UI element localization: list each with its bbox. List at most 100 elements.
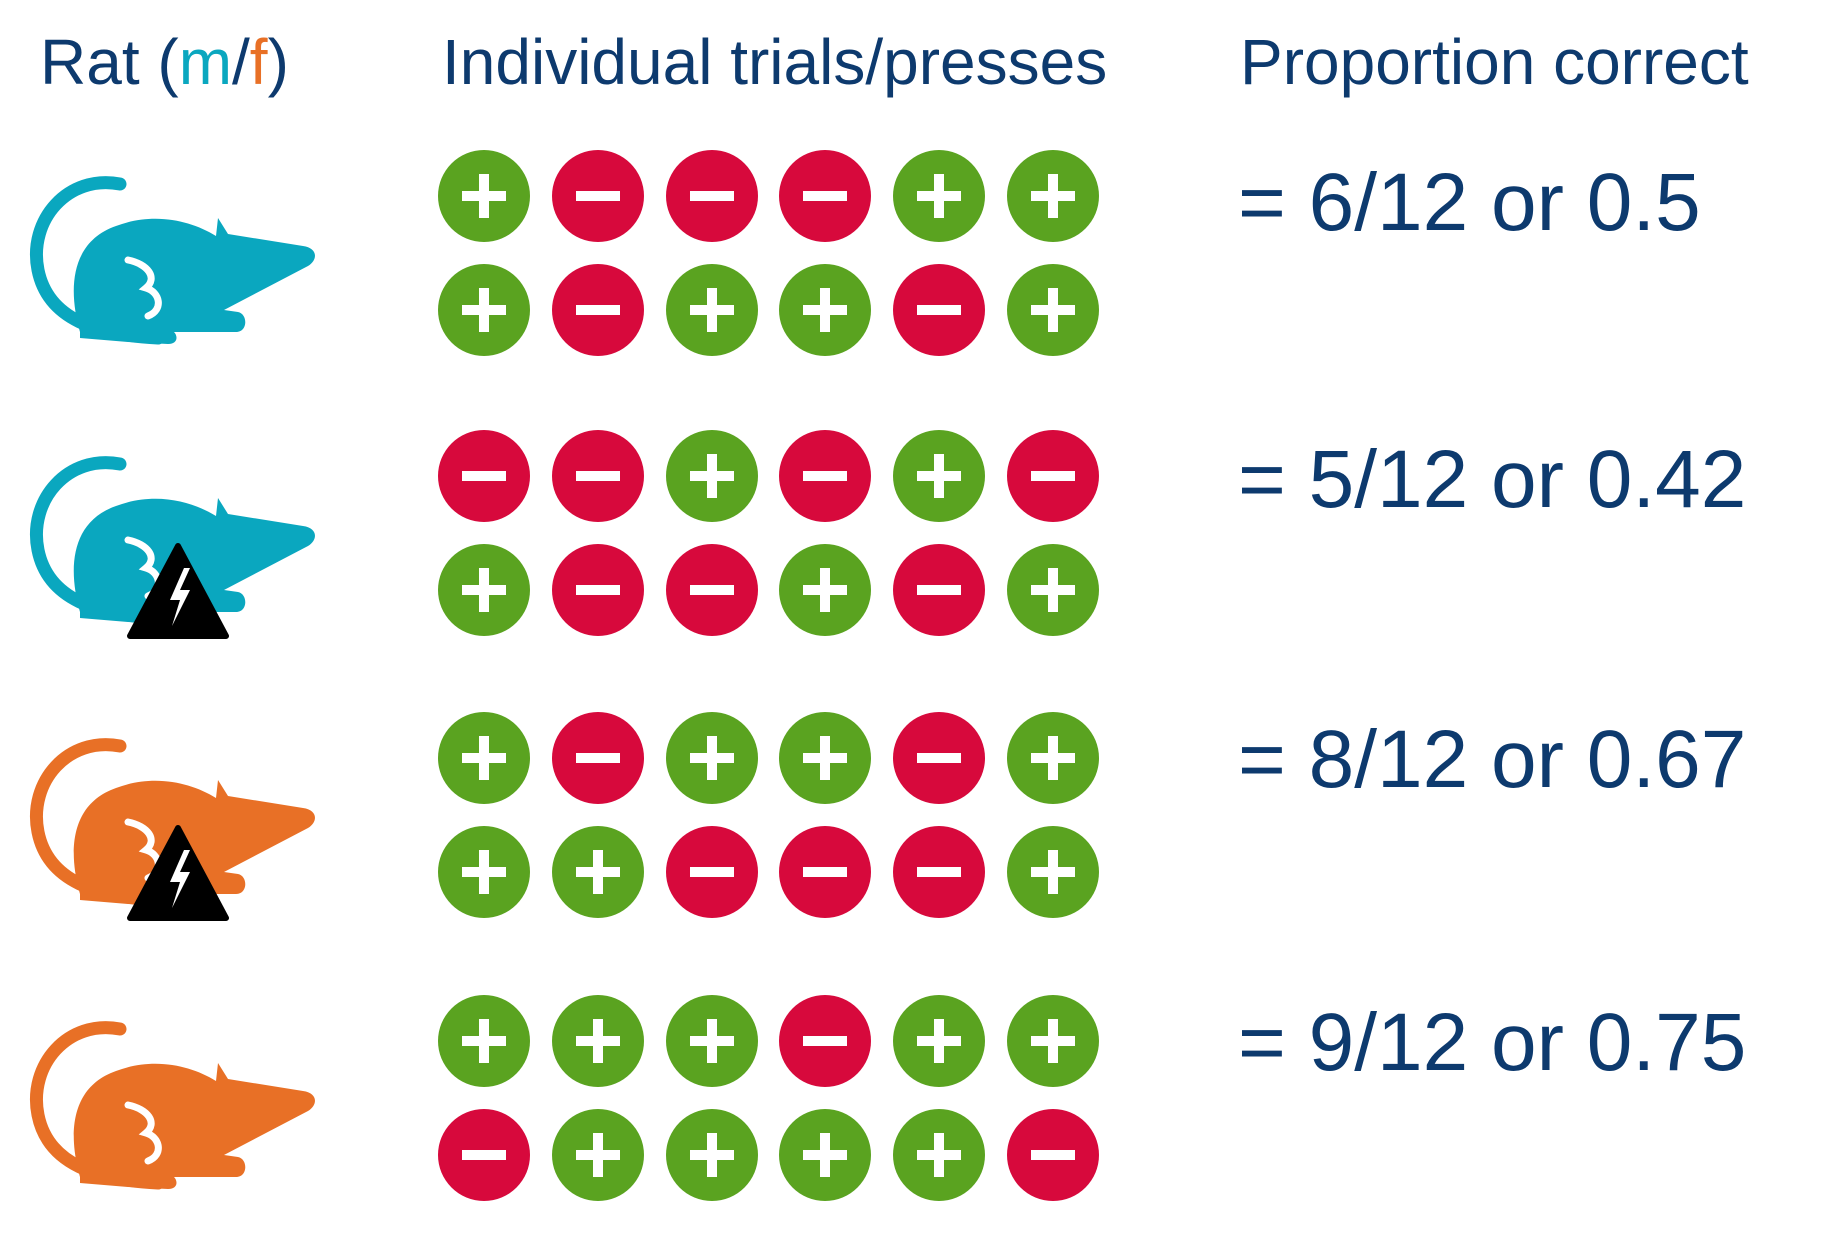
plus-icon [803, 1133, 847, 1177]
correct-trial [893, 1109, 985, 1201]
incorrect-trial [893, 712, 985, 804]
incorrect-trial [552, 150, 644, 242]
plus-icon [690, 1133, 734, 1177]
minus-icon [917, 753, 961, 763]
rat-silhouette-icon [30, 456, 315, 625]
plus-icon [917, 1133, 961, 1177]
plus-icon [1031, 1019, 1075, 1063]
incorrect-trial [779, 430, 871, 522]
trial-grid [438, 430, 1118, 680]
rat-header-prefix: Rat ( [40, 26, 179, 98]
plus-icon [462, 174, 506, 218]
trial-grid [438, 995, 1118, 1245]
correct-trial [438, 264, 530, 356]
minus-icon [1031, 1150, 1075, 1160]
correct-trial [779, 712, 871, 804]
rat-silhouette-icon [30, 738, 315, 907]
correct-trial [779, 1109, 871, 1201]
incorrect-trial [552, 544, 644, 636]
plus-icon [576, 850, 620, 894]
plus-icon [803, 736, 847, 780]
minus-icon [462, 1150, 506, 1160]
incorrect-trial [779, 150, 871, 242]
plus-icon [917, 174, 961, 218]
incorrect-trial [1007, 1109, 1099, 1201]
incorrect-trial [893, 264, 985, 356]
minus-icon [576, 191, 620, 201]
plus-icon [1031, 174, 1075, 218]
minus-icon [803, 191, 847, 201]
plus-icon [917, 1019, 961, 1063]
minus-icon [690, 867, 734, 877]
rat-silhouette-icon [30, 176, 315, 345]
plus-icon [803, 288, 847, 332]
female-label: f [249, 26, 268, 98]
correct-trial [666, 712, 758, 804]
correct-trial [666, 1109, 758, 1201]
incorrect-trial [552, 430, 644, 522]
female-rat-icon [28, 1005, 328, 1205]
plus-icon [462, 288, 506, 332]
correct-trial [438, 544, 530, 636]
incorrect-trial [779, 995, 871, 1087]
minus-icon [917, 305, 961, 315]
incorrect-trial [438, 430, 530, 522]
minus-icon [803, 1036, 847, 1046]
correct-trial [893, 995, 985, 1087]
correct-trial [1007, 150, 1099, 242]
incorrect-trial [1007, 430, 1099, 522]
minus-icon [576, 585, 620, 595]
correct-trial [1007, 826, 1099, 918]
incorrect-trial [893, 826, 985, 918]
proportion-correct-value: = 8/12 or 0.67 [1238, 714, 1747, 805]
incorrect-trial [666, 150, 758, 242]
plus-icon [1031, 736, 1075, 780]
minus-icon [576, 305, 620, 315]
incorrect-trial [666, 826, 758, 918]
minus-icon [690, 191, 734, 201]
warning-lightning-icon [127, 543, 229, 639]
correct-trial [779, 544, 871, 636]
trial-grid [438, 712, 1118, 962]
correct-trial [438, 826, 530, 918]
correct-trial [552, 1109, 644, 1201]
minus-icon [462, 471, 506, 481]
correct-trial [1007, 995, 1099, 1087]
minus-icon [803, 867, 847, 877]
incorrect-trial [438, 1109, 530, 1201]
plus-icon [576, 1019, 620, 1063]
rat-header-slash: / [232, 26, 250, 98]
warning-lightning-icon [127, 825, 229, 921]
plus-icon [462, 1019, 506, 1063]
proportion-correct-value: = 6/12 or 0.5 [1238, 157, 1701, 248]
plus-icon [1031, 288, 1075, 332]
correct-trial [438, 995, 530, 1087]
plus-icon [462, 568, 506, 612]
plus-icon [1031, 850, 1075, 894]
minus-icon [576, 471, 620, 481]
proportion-correct-value: = 9/12 or 0.75 [1238, 997, 1747, 1088]
minus-icon [917, 867, 961, 877]
plus-icon [803, 568, 847, 612]
correct-trial [1007, 544, 1099, 636]
trials-column-header: Individual trials/presses [442, 26, 1108, 98]
incorrect-trial [779, 826, 871, 918]
proportion-column-header: Proportion correct [1240, 26, 1749, 98]
rat-silhouette-icon [30, 1021, 315, 1190]
correct-trial [1007, 264, 1099, 356]
female-rat-icon [28, 722, 328, 922]
plus-icon [917, 454, 961, 498]
correct-trial [666, 995, 758, 1087]
correct-trial [552, 826, 644, 918]
proportion-correct-value: = 5/12 or 0.42 [1238, 434, 1747, 525]
minus-icon [917, 585, 961, 595]
plus-icon [462, 736, 506, 780]
plus-icon [690, 736, 734, 780]
correct-trial [893, 150, 985, 242]
correct-trial [779, 264, 871, 356]
plus-icon [462, 850, 506, 894]
incorrect-trial [666, 544, 758, 636]
incorrect-trial [552, 712, 644, 804]
male-label: m [178, 26, 232, 98]
male-rat-icon [28, 440, 328, 640]
